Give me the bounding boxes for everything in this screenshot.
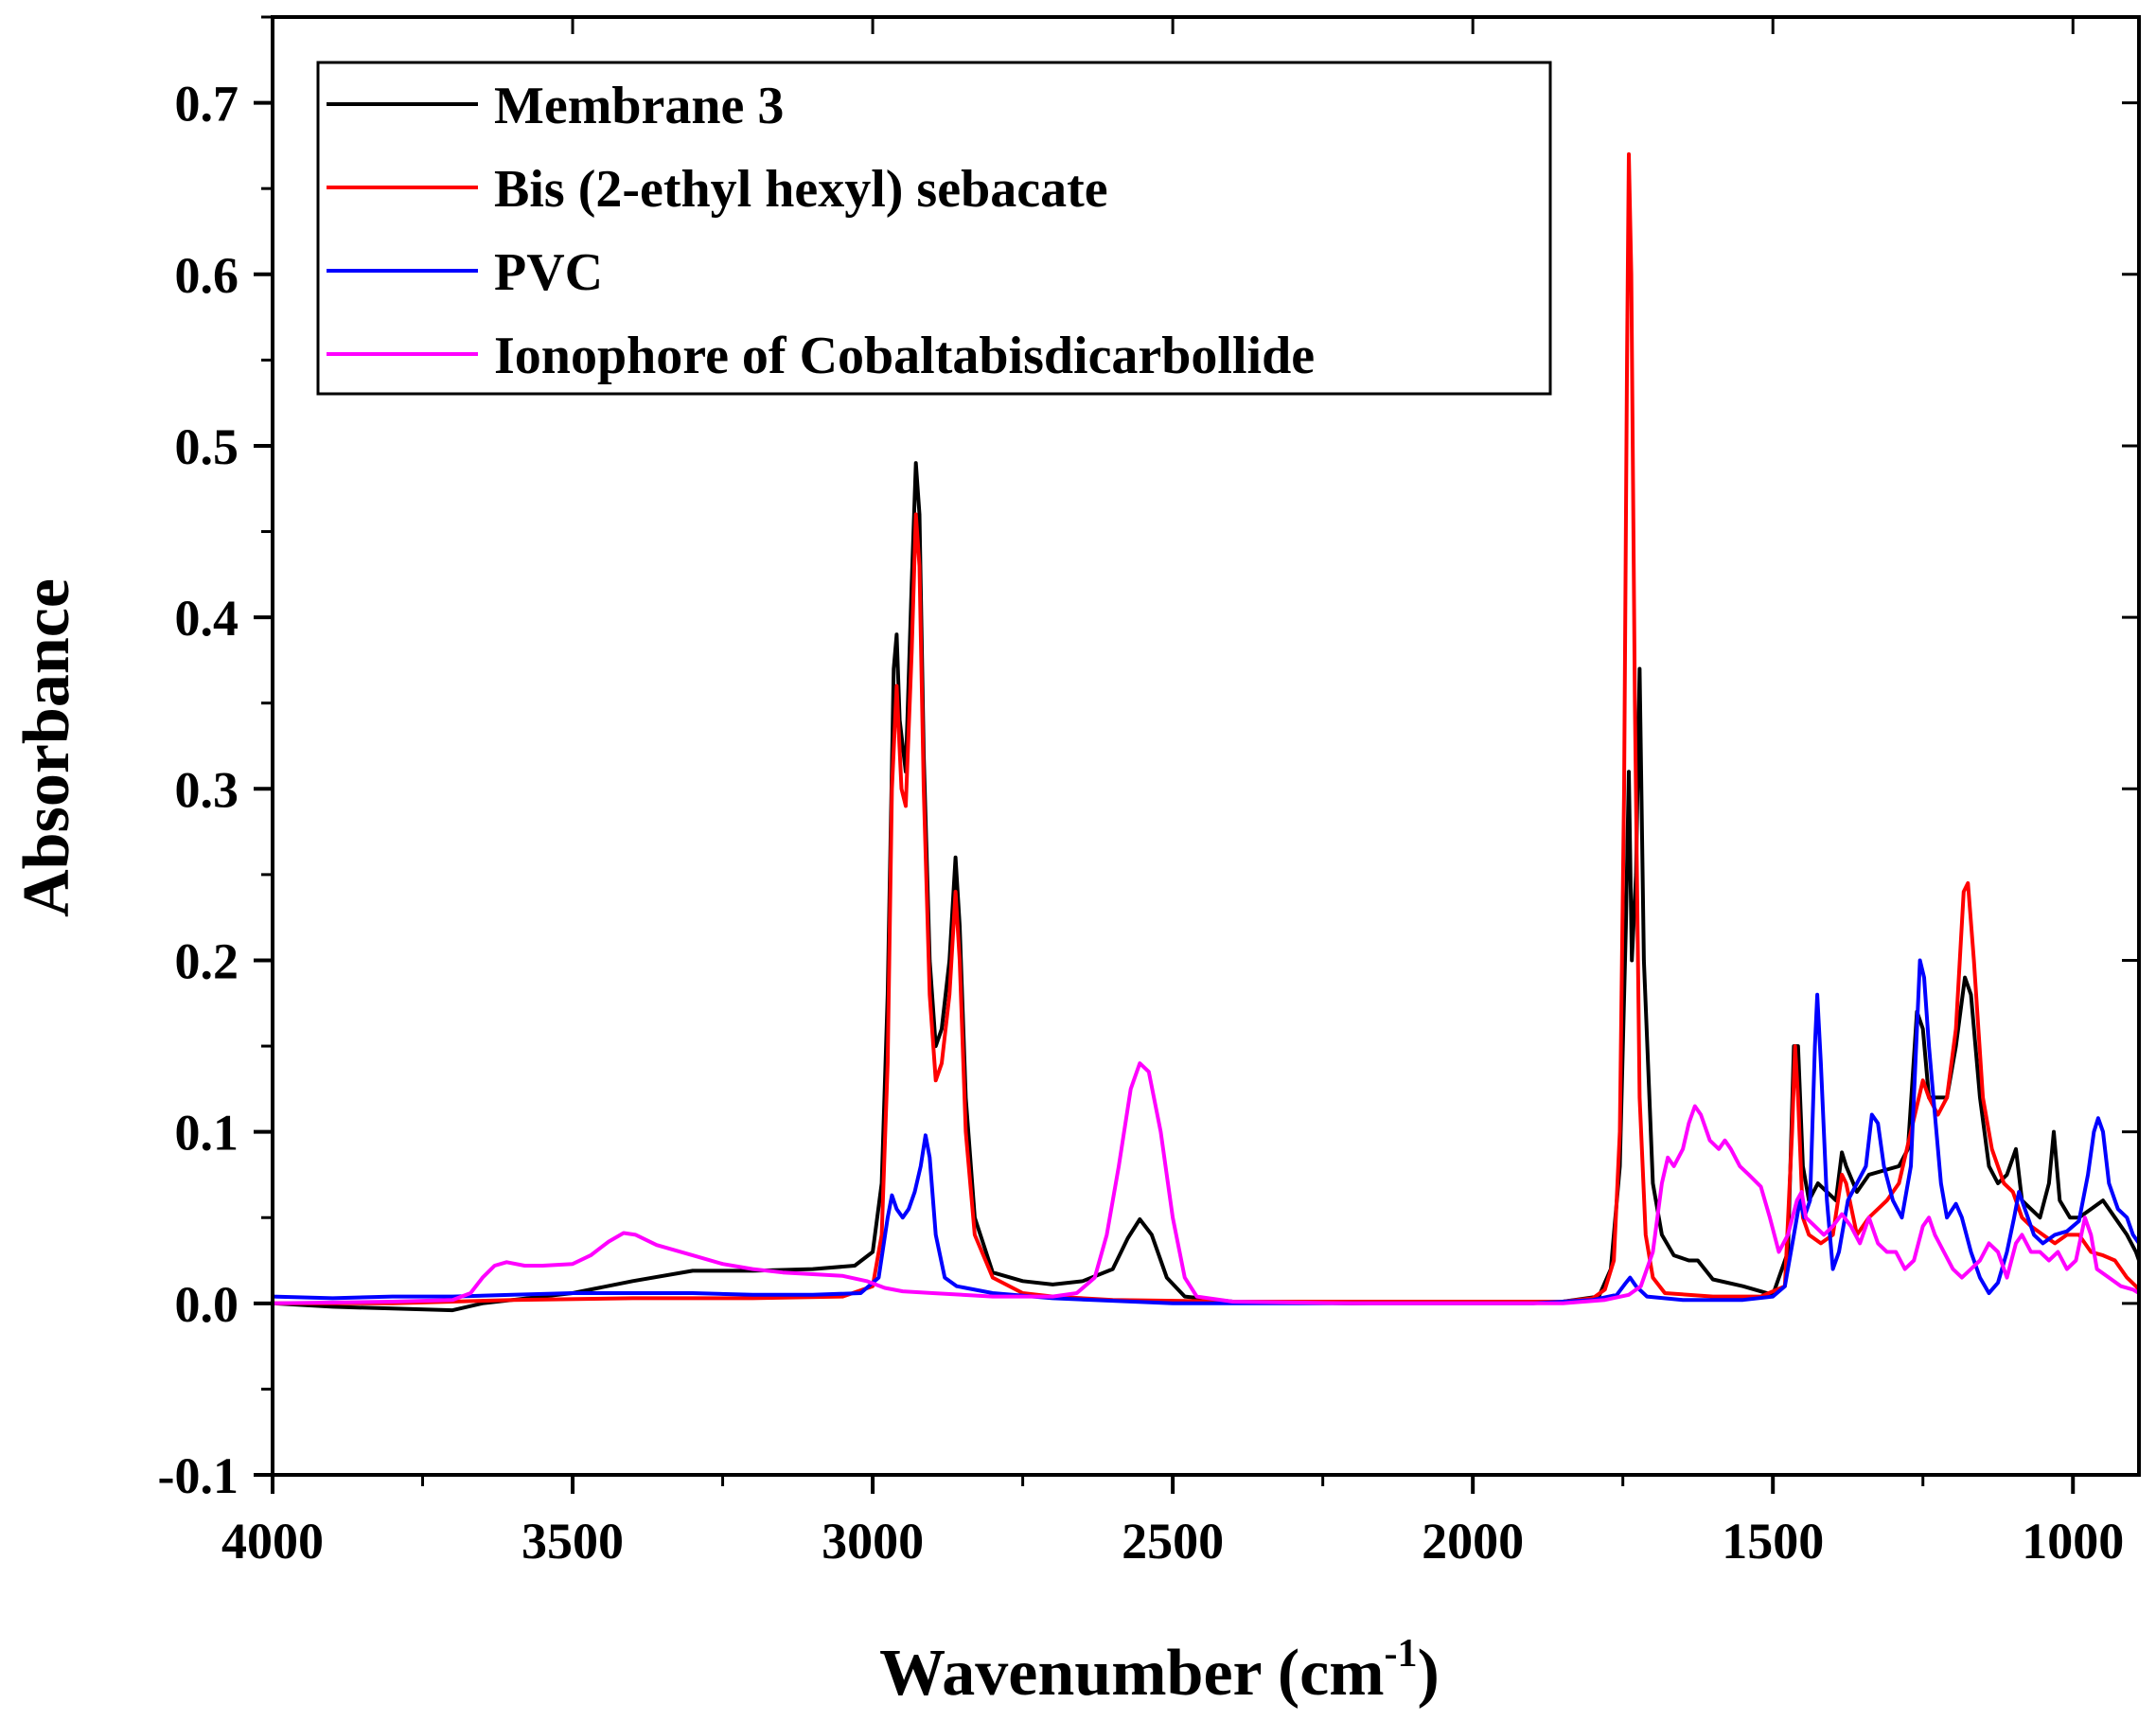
y-tick-label: 0.1 — [175, 1105, 239, 1162]
series-line-2 — [273, 958, 2139, 1305]
y-tick-label: 0.6 — [175, 247, 239, 304]
y-tick-label: 0.0 — [175, 1276, 239, 1333]
series-line-3 — [273, 1061, 2139, 1305]
plot-frame — [271, 15, 2141, 1477]
y-tick-label: 0.4 — [175, 590, 239, 647]
legend-label: Ionophore of Cobaltabisdicarbollide — [494, 327, 1315, 385]
series-line-1 — [273, 151, 2139, 1305]
series-line-0 — [273, 461, 2139, 1313]
legend-label: PVC — [494, 243, 603, 302]
x-tick-label: 3500 — [521, 1513, 624, 1570]
y-tick-label: 0.7 — [175, 76, 239, 133]
x-tick-label: 2500 — [1122, 1513, 1224, 1570]
y-tick-label: 0.3 — [175, 761, 239, 818]
y-tick-label: 0.5 — [175, 418, 239, 475]
x-tick-label: 4000 — [221, 1513, 324, 1570]
legend-label: Membrane 3 — [494, 77, 784, 135]
y-axis-label: Absorbance — [10, 578, 83, 917]
x-tick-label: 2000 — [1422, 1513, 1524, 1570]
legend-box — [316, 61, 1552, 396]
series-layer — [273, 151, 2139, 1313]
y-tick-label: 0.2 — [175, 932, 239, 989]
y-axis: -0.1 0.0 0.1 0.2 0.3 0.4 0.5 0.6 0.7 — [158, 15, 2139, 1504]
legend-label: Bis (2-ethyl hexyl) sebacate — [494, 160, 1108, 219]
x-tick-label: 1500 — [1722, 1513, 1824, 1570]
x-axis-label: Wavenumber (cm-1) — [879, 1632, 1440, 1710]
y-tick-label: -0.1 — [158, 1447, 239, 1504]
x-tick-label: 1000 — [2022, 1513, 2124, 1570]
x-tick-label: 3000 — [822, 1513, 924, 1570]
x-axis: 4000 3500 3000 2500 2000 1500 1000 — [221, 17, 2124, 1570]
legend: Membrane 3 Bis (2-ethyl hexyl) sebacate PV… — [316, 61, 1552, 396]
